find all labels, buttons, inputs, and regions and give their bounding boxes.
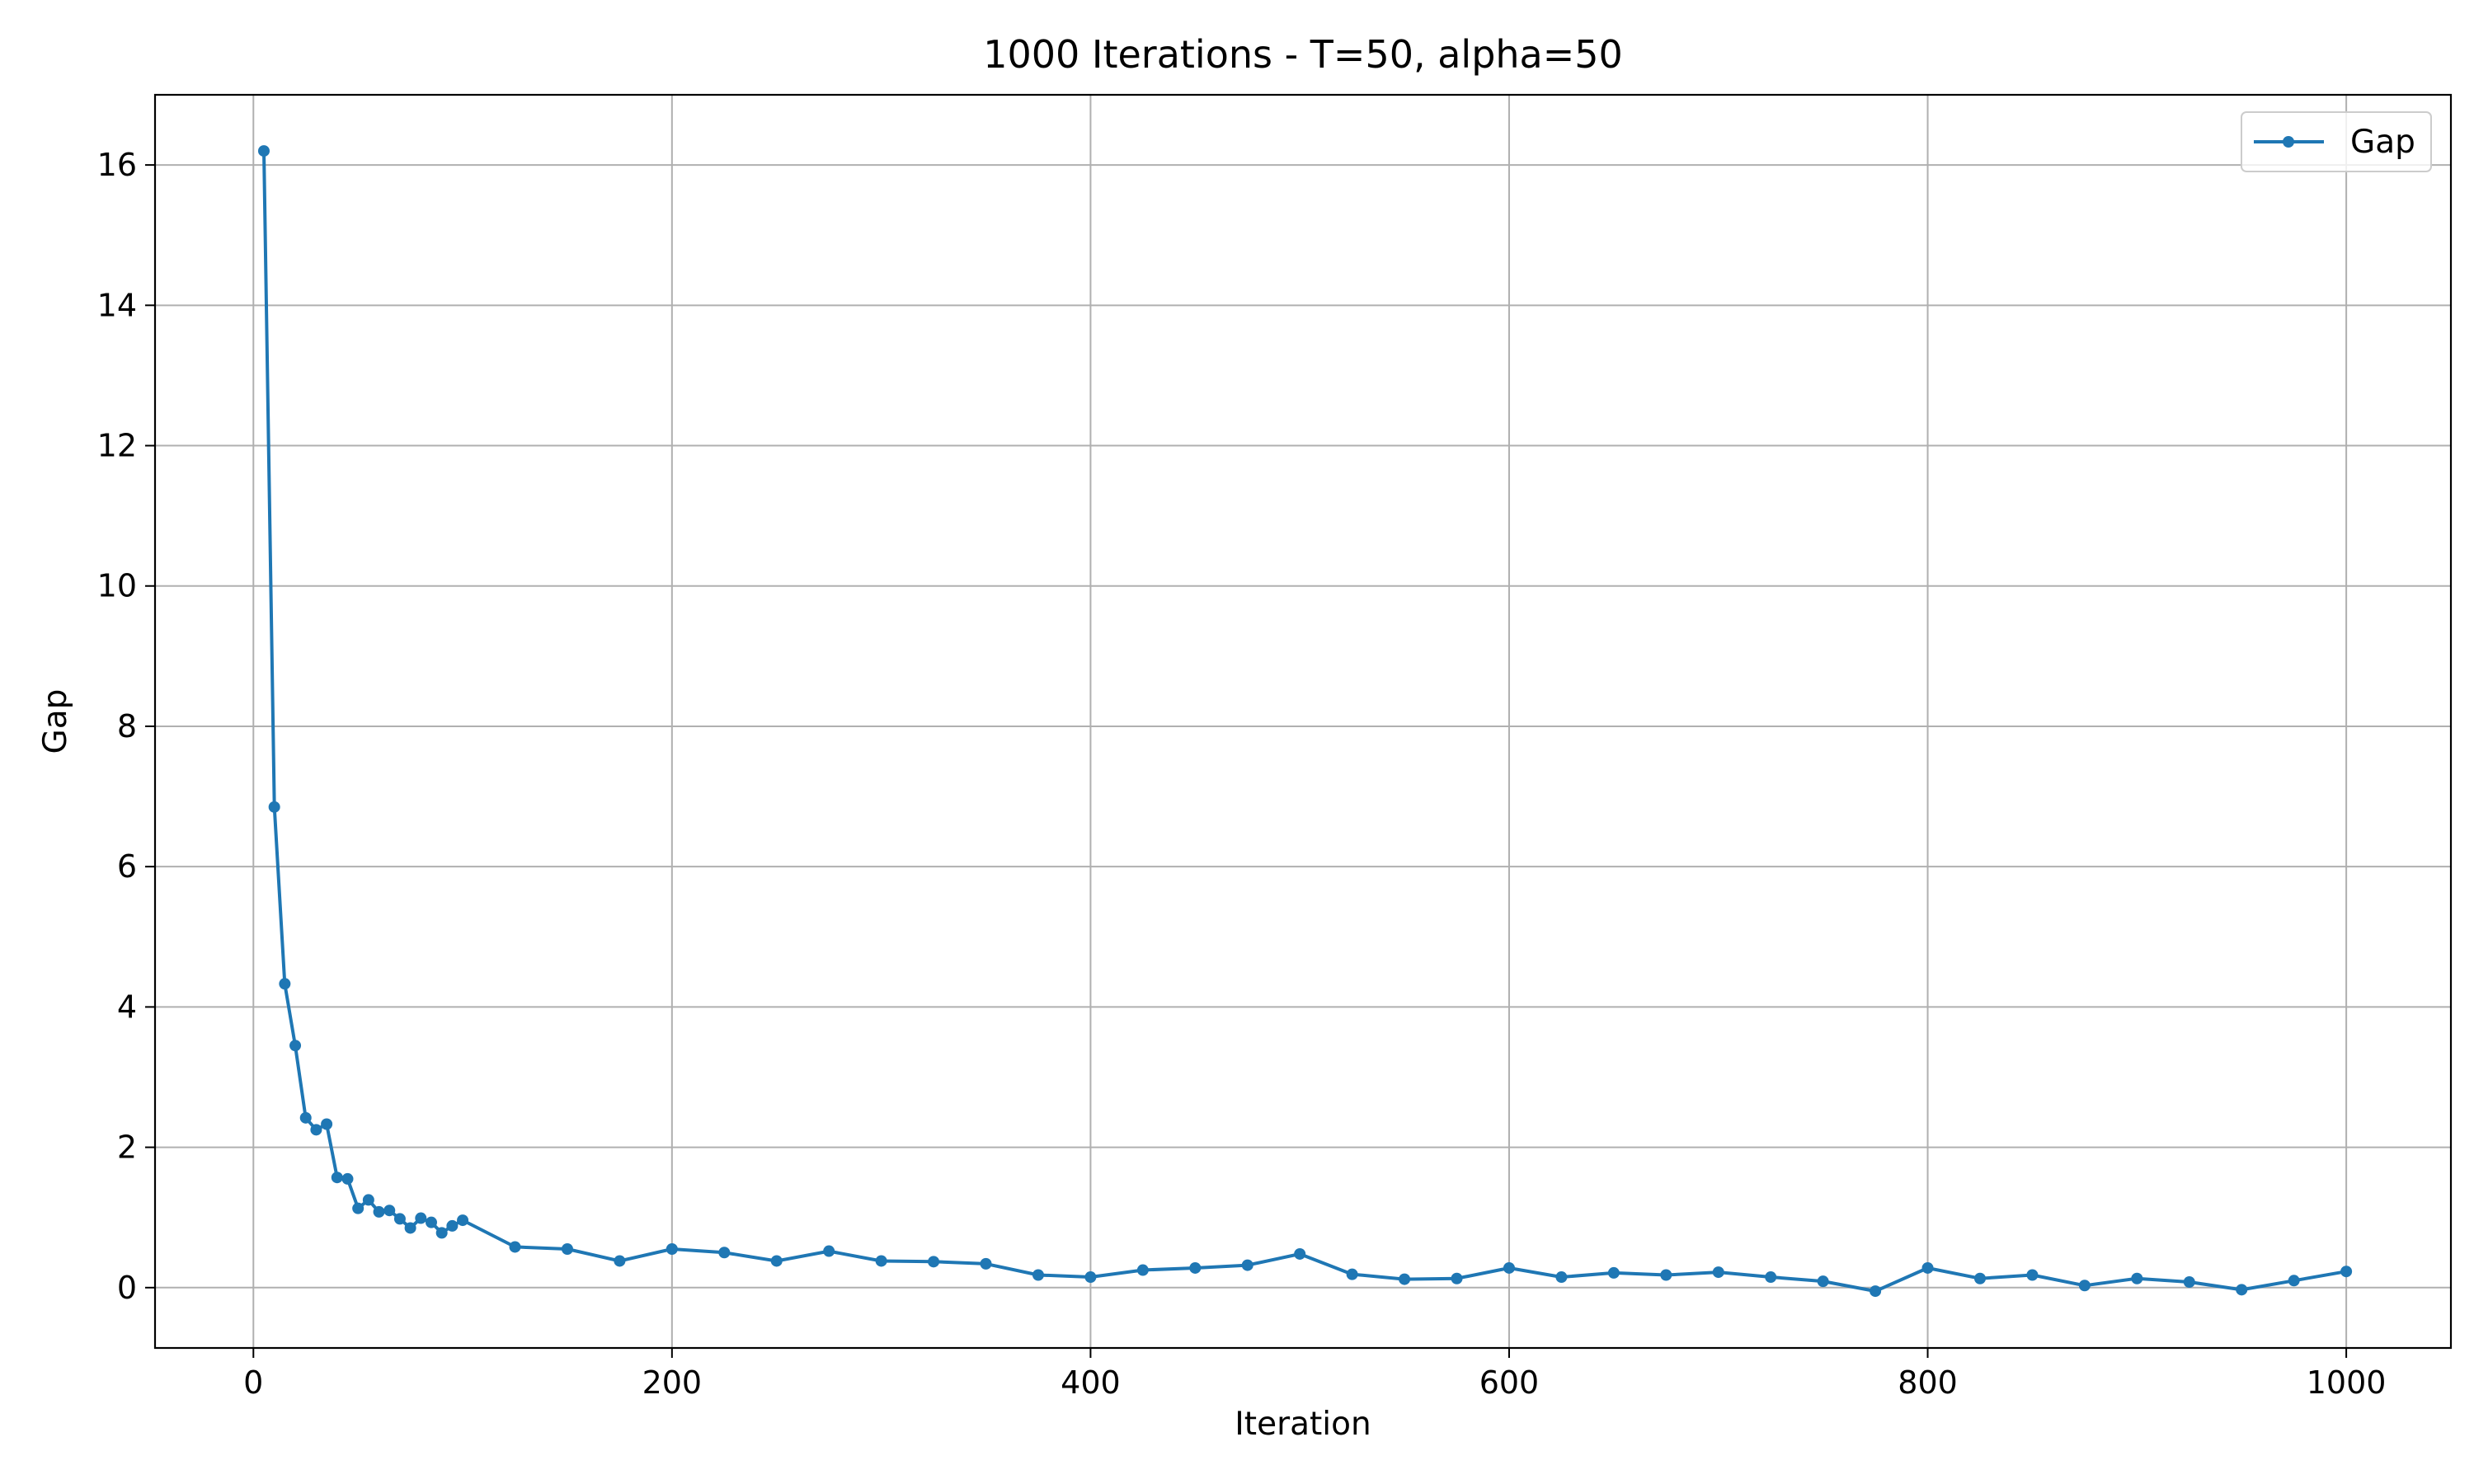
plot-area: 0 200 400 600 800 1000 0 2 4 6 8 10 12 14 16 (97, 93, 2453, 1401)
series-layer (257, 145, 2353, 1298)
data-point (352, 1202, 365, 1214)
data-point (279, 978, 291, 990)
y-tick-label: 16 (97, 147, 137, 183)
data-point (435, 1227, 448, 1239)
chart-title: 1000 Iterations - T=50, alpha=50 (983, 32, 1623, 77)
data-point (2183, 1276, 2195, 1288)
x-tick-label: 0 (243, 1364, 263, 1401)
data-point (1503, 1261, 1515, 1274)
data-point (2236, 1284, 2248, 1296)
y-tick-label: 0 (117, 1270, 137, 1306)
data-point (393, 1213, 406, 1225)
y-tick-label: 6 (117, 848, 137, 885)
data-point (718, 1247, 731, 1259)
data-point (1136, 1264, 1149, 1276)
y-tick-label: 12 (97, 428, 137, 464)
data-point (875, 1255, 887, 1267)
data-point (289, 1040, 302, 1052)
x-tick-label: 800 (1898, 1364, 1958, 1401)
y-axis-label: Gap (37, 689, 74, 754)
data-point (1712, 1266, 1724, 1279)
data-point (341, 1172, 354, 1185)
data-point (268, 801, 280, 813)
data-point (310, 1124, 322, 1136)
data-point (614, 1255, 626, 1267)
x-tick-label: 1000 (2307, 1364, 2387, 1401)
data-point (823, 1245, 835, 1257)
data-point (257, 145, 270, 157)
data-point (2026, 1269, 2039, 1281)
data-point (321, 1118, 333, 1130)
data-point (446, 1219, 459, 1232)
y-tick-label: 14 (97, 287, 137, 323)
axis-ticks: 0 200 400 600 800 1000 0 2 4 6 8 10 12 14 16 (97, 147, 2387, 1401)
data-point (928, 1256, 940, 1268)
x-tick-label: 400 (1061, 1364, 1121, 1401)
data-point (1870, 1285, 1882, 1298)
grid-lines (155, 95, 2451, 1348)
data-point (509, 1241, 521, 1253)
plot-frame (153, 93, 2453, 1350)
x-tick-label: 600 (1479, 1364, 1540, 1401)
data-point (373, 1205, 385, 1218)
data-point (2131, 1272, 2143, 1284)
data-point (331, 1172, 343, 1184)
data-point (1346, 1268, 1358, 1280)
y-tick-label: 10 (97, 568, 137, 604)
data-point (2340, 1266, 2353, 1278)
data-point (1973, 1272, 1986, 1284)
data-point (1241, 1259, 1253, 1271)
y-tick-label: 8 (117, 708, 137, 744)
data-point (666, 1243, 678, 1255)
data-point (1294, 1247, 1306, 1260)
data-point (1399, 1273, 1411, 1285)
x-axis-label: Iteration (1235, 1406, 1371, 1443)
data-point (1817, 1275, 1829, 1288)
legend: Gap (2241, 111, 2432, 172)
data-point (299, 1111, 312, 1124)
x-tick-label: 200 (642, 1364, 703, 1401)
legend-box (2241, 111, 2432, 172)
data-point (362, 1194, 374, 1206)
legend-marker-swatch (2283, 136, 2294, 148)
data-point (1451, 1272, 1463, 1284)
y-tick-label: 2 (117, 1129, 137, 1166)
data-point (383, 1205, 396, 1217)
data-point (770, 1255, 783, 1267)
data-point (2078, 1280, 2091, 1292)
data-point (1607, 1266, 1620, 1279)
data-point (1765, 1271, 1777, 1284)
data-point (1921, 1261, 1934, 1274)
data-point (1660, 1269, 1672, 1281)
data-point (1032, 1269, 1044, 1281)
data-point (2288, 1275, 2300, 1287)
data-point (980, 1257, 992, 1270)
data-point (404, 1222, 416, 1234)
data-point (561, 1243, 573, 1255)
y-tick-label: 4 (117, 989, 137, 1025)
data-point (1555, 1271, 1568, 1284)
data-point (1189, 1261, 1202, 1274)
data-point (1084, 1271, 1097, 1284)
legend-label: Gap (2350, 124, 2415, 161)
data-point (425, 1216, 437, 1228)
data-point (457, 1214, 469, 1227)
data-point (415, 1212, 427, 1224)
